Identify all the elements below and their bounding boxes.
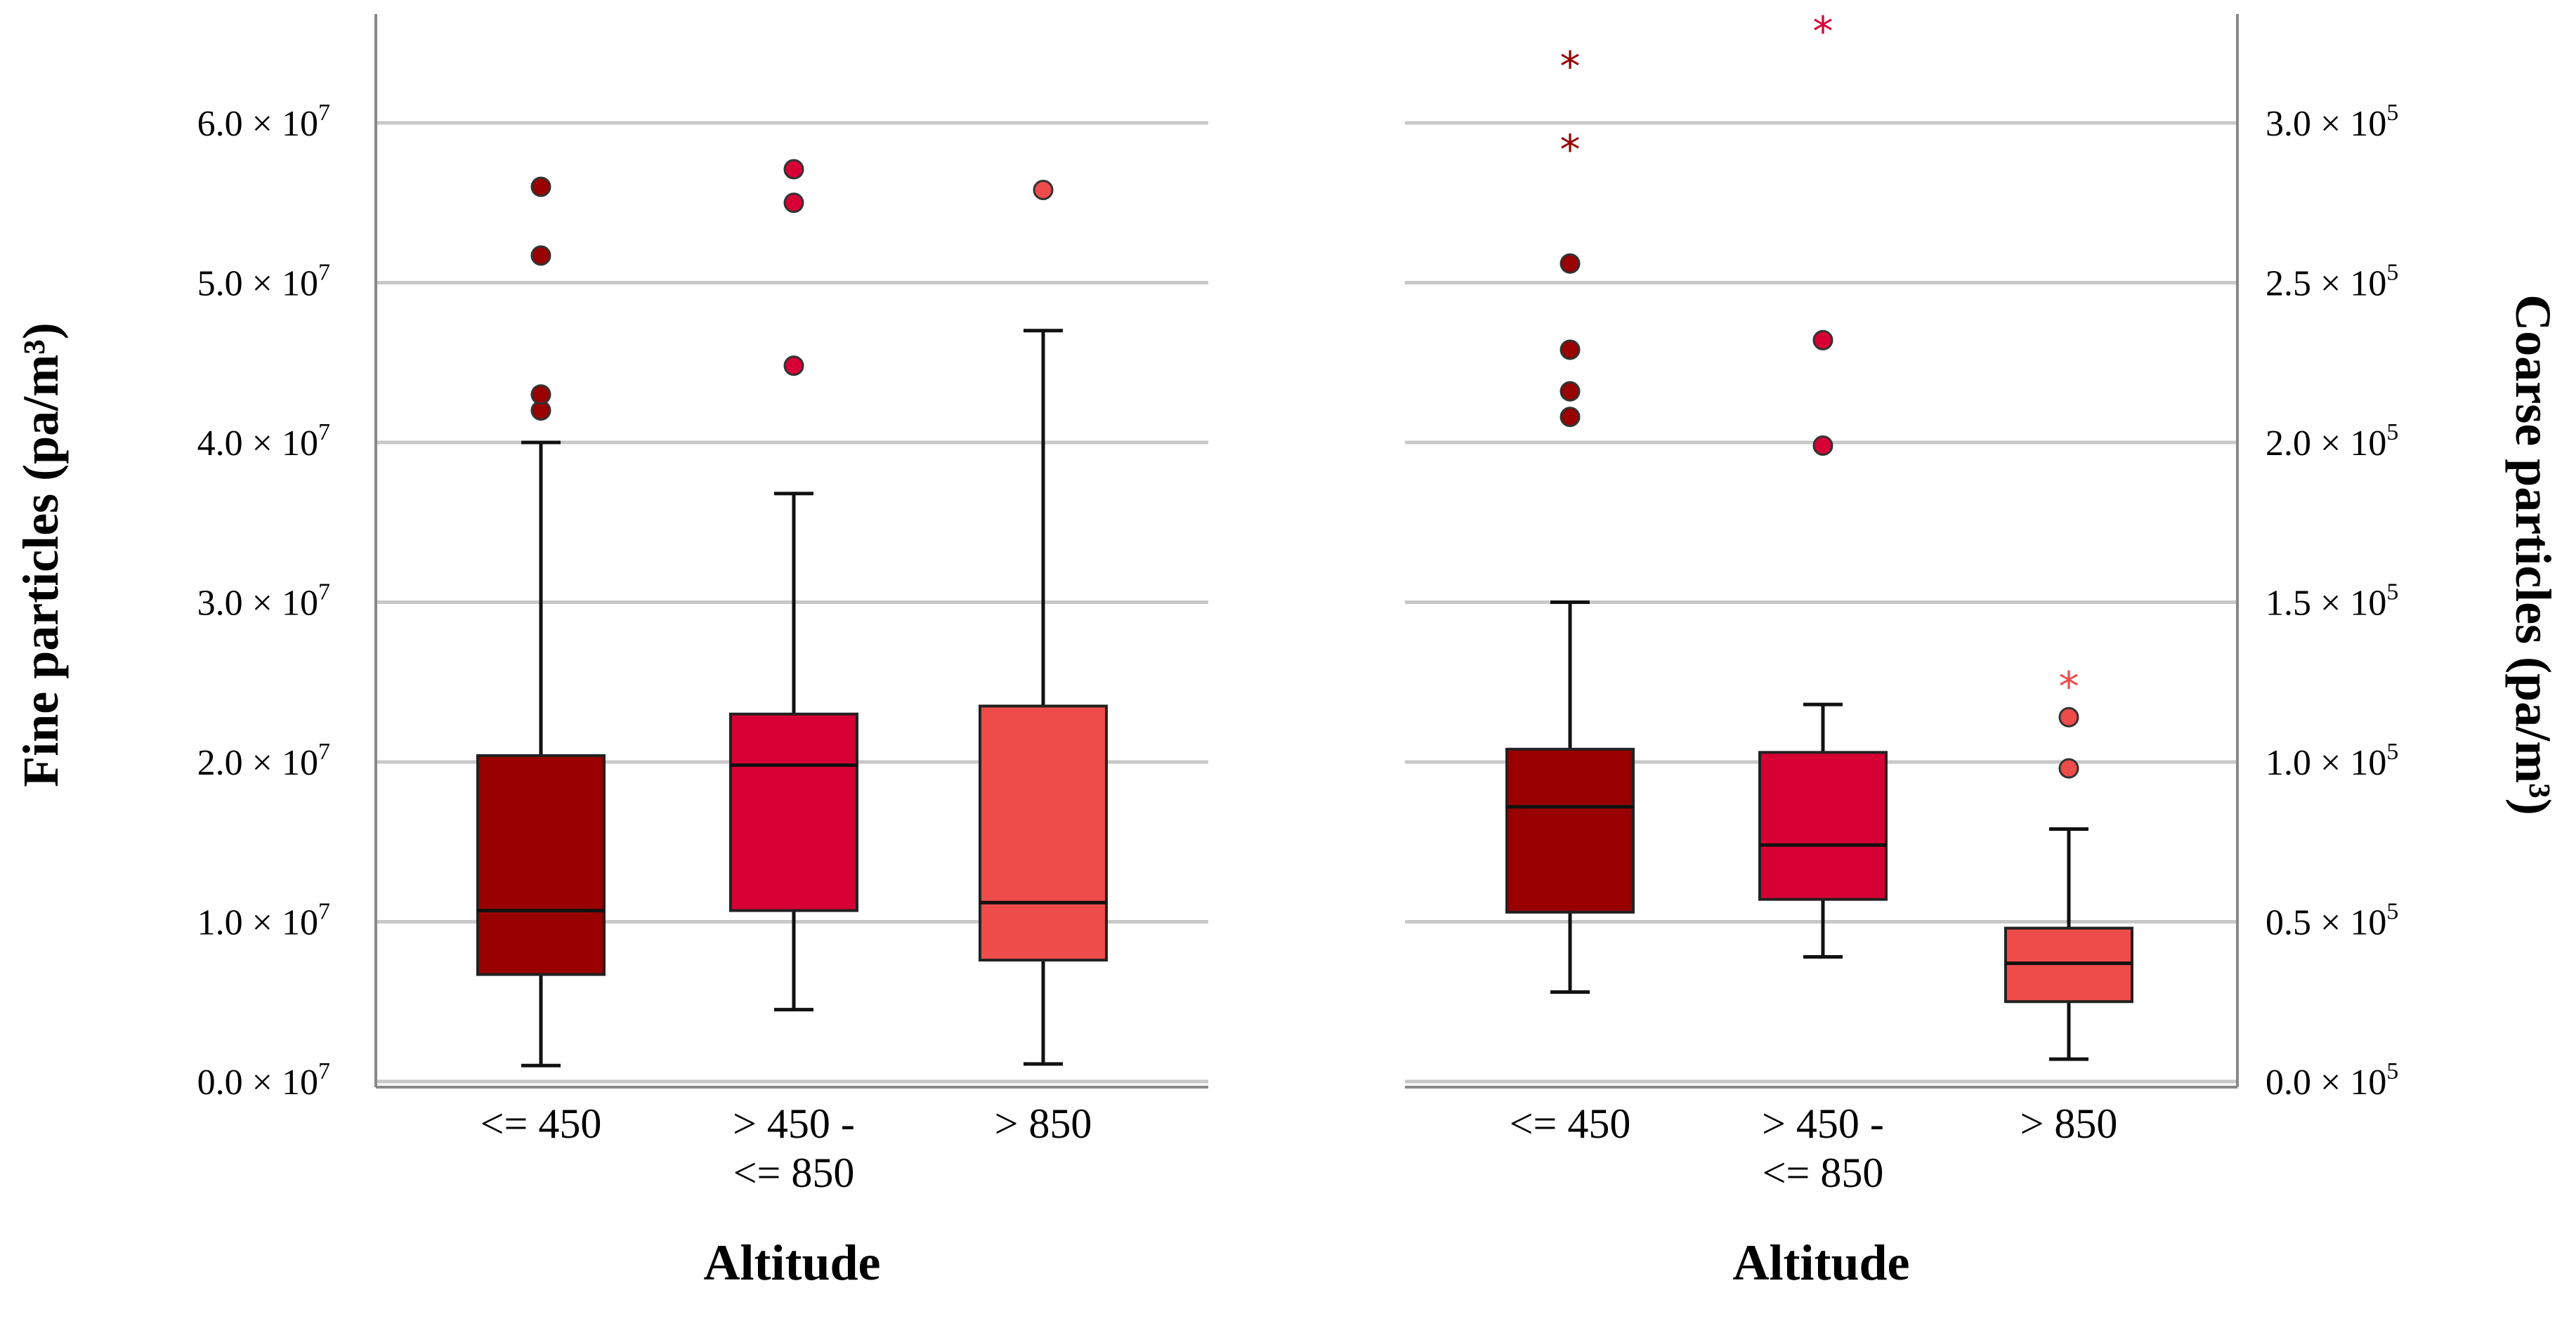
- x-tick-label-1-1: <= 450: [480, 1100, 602, 1147]
- box-iqr-2-2: [1758, 751, 1888, 901]
- outlier-point-2-1-4: [1560, 253, 1581, 274]
- y-tick-label-2-0: 0.0 × 105: [2266, 1058, 2398, 1103]
- box-group-1-3: [979, 180, 1108, 1066]
- y-tick-label-1-2: 2.0 × 107: [197, 739, 330, 783]
- box-group-2-1: **: [1505, 43, 1635, 994]
- y-tick-label-2-4: 2.0 × 105: [2266, 419, 2398, 464]
- y-axis-title-2: Coarse particles (pa/m³): [2505, 294, 2561, 815]
- x-axis-title-1: Altitude: [704, 1235, 881, 1291]
- outlier-point-2-1-2: [1560, 381, 1581, 402]
- y-tick-label-2-3: 1.5 × 105: [2266, 579, 2398, 624]
- y-tick-label-2-1: 0.5 × 105: [2266, 899, 2398, 943]
- y-tick-label-2-2: 1.0 × 105: [2266, 739, 2398, 783]
- outlier-point-2-1-1: [1560, 407, 1581, 428]
- box-group-2-3: *: [2004, 662, 2133, 1061]
- y-tick-label-1-4: 4.0 × 107: [197, 419, 330, 464]
- outlier-point-1-2-1: [783, 355, 804, 376]
- chart-panel-2: 0.0 × 105 0.5 × 105 1.0 × 105 1.5 × 105 2.0 …: [1405, 8, 2561, 1291]
- extreme-point-2-2-1: *: [1813, 8, 1833, 55]
- outlier-point-2-1-3: [1560, 339, 1581, 360]
- x-tick-label-1-2-line2: <= 850: [733, 1150, 855, 1196]
- x-tick-label-2-1: <= 450: [1510, 1100, 1631, 1147]
- box-group-1-2: [729, 159, 858, 1012]
- box-iqr-1-3: [979, 704, 1108, 962]
- extreme-point-2-1-2: *: [1560, 43, 1581, 91]
- y-tick-label-1-1: 1.0 × 107: [197, 899, 330, 943]
- x-tick-label-2-2-line1: > 450 -: [1762, 1100, 1884, 1147]
- box-iqr-2-1: [1505, 747, 1635, 914]
- y-axis-title-1: Fine particles (pa/m³): [13, 322, 69, 787]
- x-tick-label-1-2-line1: > 450 -: [733, 1100, 855, 1147]
- extreme-point-2-3-1: *: [2059, 662, 2079, 710]
- y-tick-label-1-3: 3.0 × 107: [197, 579, 330, 624]
- x-tick-label-1-3: > 850: [995, 1100, 1092, 1147]
- y-tick-label-1-5: 5.0 × 107: [197, 260, 330, 304]
- outlier-point-2-3-2: [2058, 706, 2079, 728]
- x-tick-label-2-3: > 850: [2020, 1100, 2118, 1147]
- box-iqr-1-1: [476, 754, 606, 976]
- y-tick-label-2-5: 2.5 × 105: [2266, 260, 2398, 304]
- outlier-point-1-1-3: [530, 245, 551, 266]
- extreme-point-2-1-1: *: [1560, 126, 1581, 173]
- outlier-point-1-2-3: [783, 159, 804, 180]
- x-axis-title-2: Altitude: [1733, 1235, 1910, 1291]
- box-group-2-2: *: [1758, 8, 1888, 959]
- y-tick-label-1-6: 6.0 × 107: [197, 100, 330, 144]
- outlier-point-1-2-2: [783, 192, 804, 213]
- y-tick-label-2-6: 3.0 × 105: [2266, 100, 2398, 144]
- y-tick-label-1-0: 0.0 × 107: [197, 1058, 330, 1103]
- box-group-1-1: [476, 176, 606, 1067]
- chart-panel-1: 0.0 × 107 1.0 × 107 2.0 × 107 3.0 × 107 4.0 …: [13, 14, 1208, 1291]
- outlier-point-1-1-2: [530, 384, 551, 405]
- outlier-point-2-2-2: [1812, 329, 1833, 350]
- x-tick-label-2-2-line2: <= 850: [1763, 1150, 1884, 1196]
- outlier-point-1-1-4: [530, 176, 551, 197]
- outlier-point-1-3-1: [1033, 180, 1054, 201]
- outlier-point-2-3-1: [2058, 758, 2079, 779]
- box-iqr-1-2: [729, 712, 858, 912]
- outlier-point-2-2-1: [1812, 435, 1833, 456]
